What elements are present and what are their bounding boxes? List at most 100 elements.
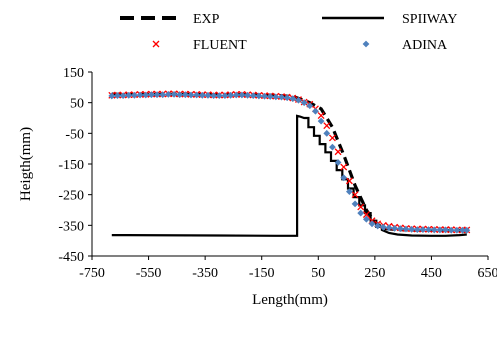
x-tick-label: -150 bbox=[249, 266, 275, 281]
data-point bbox=[136, 91, 144, 99]
data-point bbox=[362, 215, 370, 223]
data-point bbox=[181, 91, 189, 99]
data-point bbox=[459, 226, 466, 234]
y-tick-label: -250 bbox=[58, 189, 84, 204]
data-point bbox=[463, 226, 471, 234]
x-tick-label: -350 bbox=[192, 266, 218, 281]
data-point bbox=[272, 93, 280, 101]
data-point bbox=[193, 91, 201, 99]
y-tick-label: -450 bbox=[58, 250, 84, 265]
y-axis-label: Heigth(mm) bbox=[18, 127, 34, 201]
data-point bbox=[317, 117, 325, 125]
data-point bbox=[114, 92, 121, 100]
data-point bbox=[142, 91, 150, 99]
data-point bbox=[170, 90, 178, 98]
x-axis-label: Length(mm) bbox=[252, 292, 328, 308]
data-point bbox=[351, 191, 359, 199]
data-point bbox=[232, 91, 240, 99]
y-tick-label: 50 bbox=[70, 97, 84, 112]
x-tick-label: -750 bbox=[79, 266, 105, 281]
legend-label: SPIIWAY bbox=[402, 12, 458, 27]
data-point bbox=[345, 177, 353, 185]
data-point bbox=[255, 92, 263, 100]
data-point bbox=[328, 134, 336, 142]
y-ticks: -450 -350 -250 -150 -50 50 150 bbox=[58, 66, 92, 265]
data-point bbox=[391, 225, 399, 232]
data-point bbox=[385, 224, 393, 232]
data-point bbox=[131, 91, 138, 99]
data-point bbox=[244, 91, 251, 99]
data-point bbox=[198, 91, 206, 99]
data-point bbox=[227, 91, 234, 99]
legend-item-spiiway: SPIIWAY bbox=[322, 12, 458, 27]
data-point bbox=[210, 92, 218, 100]
data-point bbox=[289, 95, 297, 103]
series-line-exp bbox=[111, 92, 467, 233]
data-point bbox=[221, 92, 229, 100]
legend-swatch bbox=[152, 40, 160, 48]
data-point bbox=[323, 129, 331, 137]
legend-label: EXP bbox=[193, 12, 220, 27]
data-point bbox=[300, 99, 308, 107]
y-tick-label: -350 bbox=[58, 219, 84, 234]
y-tick-label: -50 bbox=[65, 127, 84, 142]
data-point bbox=[334, 148, 342, 156]
x-tick-label: 250 bbox=[364, 266, 385, 281]
data-point bbox=[159, 91, 167, 99]
data-point bbox=[283, 94, 291, 102]
data-point bbox=[402, 225, 410, 233]
data-point bbox=[278, 93, 285, 101]
data-point bbox=[430, 226, 438, 234]
data-point bbox=[312, 107, 319, 115]
data-point bbox=[306, 102, 314, 110]
data-point bbox=[346, 188, 353, 195]
data-point bbox=[419, 226, 427, 234]
data-point bbox=[215, 92, 223, 100]
legend-label: FLUENT bbox=[193, 38, 247, 53]
series-exp bbox=[111, 92, 467, 233]
series-line-spiiway bbox=[111, 114, 467, 237]
plot-area bbox=[108, 90, 471, 237]
legend-label: ADINA bbox=[402, 38, 448, 53]
data-point bbox=[261, 92, 268, 100]
legend-item-exp: EXP bbox=[120, 12, 220, 27]
legend-item-fluent: FLUENT bbox=[152, 38, 247, 53]
data-point bbox=[396, 225, 404, 233]
data-point bbox=[447, 226, 455, 234]
data-point bbox=[119, 92, 127, 100]
x-ticks: -750 -550 -350 -150 50 250 450 650 bbox=[79, 256, 497, 281]
y-tick-label: -150 bbox=[58, 158, 84, 173]
axes: -450 -350 -250 -150 -50 50 150 -750 -550 -350 -15… bbox=[18, 66, 497, 308]
data-point bbox=[362, 211, 370, 219]
data-point bbox=[374, 222, 382, 230]
data-point bbox=[340, 163, 348, 171]
data-point bbox=[295, 96, 302, 104]
series-spiiway bbox=[111, 114, 467, 237]
data-point bbox=[368, 220, 376, 228]
series-adina bbox=[108, 90, 471, 234]
data-point bbox=[357, 203, 365, 211]
data-point bbox=[204, 91, 212, 99]
x-tick-label: 450 bbox=[421, 266, 442, 281]
legend-marker bbox=[152, 40, 160, 48]
data-point bbox=[357, 209, 365, 217]
x-tick-label: -550 bbox=[136, 266, 162, 281]
data-point bbox=[340, 174, 348, 182]
data-point bbox=[442, 226, 449, 234]
data-point bbox=[148, 91, 155, 99]
data-point bbox=[238, 91, 246, 99]
data-point bbox=[153, 91, 161, 99]
data-point bbox=[413, 226, 421, 234]
data-point bbox=[176, 91, 184, 99]
data-point bbox=[187, 91, 195, 99]
data-point bbox=[249, 92, 257, 100]
data-point bbox=[125, 91, 133, 99]
data-point bbox=[351, 200, 359, 208]
data-point bbox=[329, 143, 336, 151]
x-tick-label: 650 bbox=[478, 266, 497, 281]
data-point bbox=[323, 122, 331, 130]
data-point bbox=[266, 93, 274, 100]
x-tick-label: 50 bbox=[311, 266, 325, 281]
series-fluent bbox=[108, 90, 471, 234]
